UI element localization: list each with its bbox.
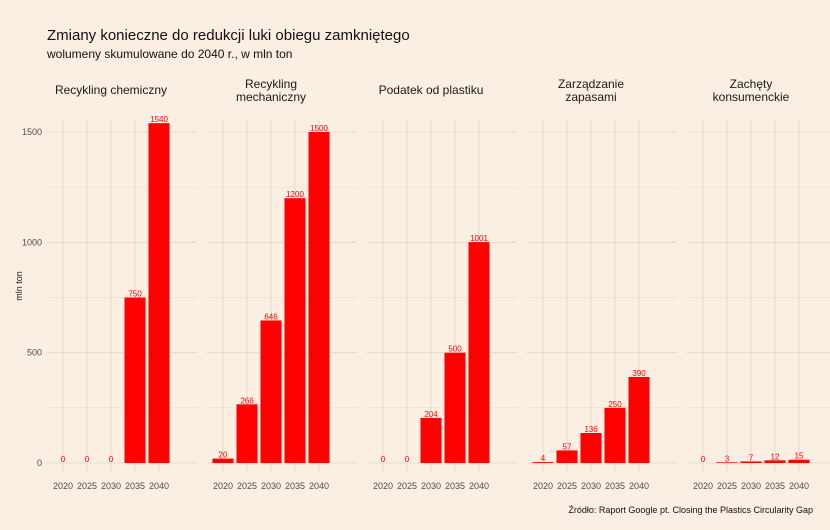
bar xyxy=(788,459,810,463)
bar-value-label: 250 xyxy=(608,400,622,409)
x-tick-label: 2025 xyxy=(557,481,577,491)
bar xyxy=(284,198,306,463)
x-tick-label: 2025 xyxy=(77,481,97,491)
x-tick-label: 2025 xyxy=(397,481,417,491)
bar-value-label: 4 xyxy=(541,454,546,463)
bar-value-label: 500 xyxy=(448,345,462,354)
x-tick-label: 2040 xyxy=(469,481,489,491)
bar-value-label: 1540 xyxy=(150,115,168,124)
x-tick-label: 2040 xyxy=(149,481,169,491)
facet-title: Recykling xyxy=(245,77,297,91)
bar-value-label: 646 xyxy=(264,312,278,321)
bar xyxy=(740,461,762,463)
facet-title: Zachęty xyxy=(730,77,773,91)
x-tick-label: 2020 xyxy=(693,481,713,491)
bar xyxy=(556,450,578,463)
bar xyxy=(580,432,602,463)
y-tick-label: 1500 xyxy=(22,127,42,137)
bar xyxy=(532,462,554,463)
x-tick-label: 2020 xyxy=(213,481,233,491)
bar-value-label: 57 xyxy=(563,442,572,451)
bar xyxy=(236,404,258,463)
y-tick-label: 500 xyxy=(27,348,42,358)
bar xyxy=(444,352,466,463)
bar-value-label: 204 xyxy=(424,410,438,419)
bar-value-label: 0 xyxy=(109,455,114,464)
bar-value-label: 1500 xyxy=(310,124,328,133)
facet-panel: Podatek od plastiku 0 0 204 500 1001 2020 2025 2… xyxy=(367,83,517,491)
x-tick-label: 2040 xyxy=(309,481,329,491)
x-tick-label: 2040 xyxy=(629,481,649,491)
x-tick-label: 2025 xyxy=(717,481,737,491)
bar-value-label: 390 xyxy=(632,369,646,378)
bar-value-label: 266 xyxy=(240,396,254,405)
chart-title: Zmiany konieczne do redukcji luki obiegu… xyxy=(47,27,410,44)
bar-value-label: 0 xyxy=(61,455,66,464)
bar xyxy=(308,132,330,463)
x-tick-label: 2035 xyxy=(605,481,625,491)
bar xyxy=(148,123,170,463)
bar-value-label: 1001 xyxy=(470,234,488,243)
bar xyxy=(468,242,490,463)
bar-value-label: 0 xyxy=(381,455,386,464)
x-tick-label: 2035 xyxy=(125,481,145,491)
bar-value-label: 7 xyxy=(749,453,754,462)
x-tick-label: 2025 xyxy=(237,481,257,491)
bar xyxy=(604,407,626,463)
bar xyxy=(628,376,650,463)
x-tick-label: 2030 xyxy=(261,481,281,491)
x-tick-label: 2020 xyxy=(53,481,73,491)
bar xyxy=(124,297,146,463)
bar xyxy=(764,460,786,463)
x-tick-label: 2030 xyxy=(581,481,601,491)
bar xyxy=(260,320,282,463)
x-tick-label: 2030 xyxy=(741,481,761,491)
x-tick-label: 2035 xyxy=(445,481,465,491)
facet-title: Recykling chemiczny xyxy=(55,83,167,97)
bar-value-label: 3 xyxy=(725,454,730,463)
bar xyxy=(716,462,738,463)
facet-title: zapasami xyxy=(565,90,616,104)
y-tick-label: 1000 xyxy=(22,237,42,247)
x-tick-label: 2020 xyxy=(373,481,393,491)
facet-title: konsumenckie xyxy=(713,90,790,104)
source-caption: Źródło: Raport Google pt. Closing the Pl… xyxy=(568,505,813,515)
facet-panel: Recykling chemiczny 0 0 0 750 1540 2020 2025 203… xyxy=(47,83,197,491)
bar-value-label: 0 xyxy=(85,455,90,464)
bar-value-label: 750 xyxy=(128,290,142,299)
bar-value-label: 20 xyxy=(219,451,228,460)
bar xyxy=(212,458,234,463)
bar-value-label: 1200 xyxy=(286,190,304,199)
x-tick-label: 2035 xyxy=(765,481,785,491)
bar xyxy=(420,417,442,463)
x-tick-label: 2020 xyxy=(533,481,553,491)
facet-title: Zarządzanie xyxy=(558,77,624,91)
x-tick-label: 2030 xyxy=(421,481,441,491)
bar-value-label: 12 xyxy=(771,452,780,461)
y-tick-label: 0 xyxy=(37,458,42,468)
y-axis-title: mln ton xyxy=(14,271,24,301)
x-tick-label: 2030 xyxy=(101,481,121,491)
bar-value-label: 0 xyxy=(405,455,410,464)
bar-value-label: 15 xyxy=(795,452,804,461)
x-tick-label: 2035 xyxy=(285,481,305,491)
chart-subtitle: wolumeny skumulowane do 2040 r., w mln t… xyxy=(47,47,293,61)
bar-value-label: 0 xyxy=(701,455,706,464)
bar-value-label: 136 xyxy=(584,425,598,434)
x-tick-label: 2040 xyxy=(789,481,809,491)
facet-title: mechaniczny xyxy=(236,90,306,104)
facet-title: Podatek od plastiku xyxy=(379,83,484,97)
